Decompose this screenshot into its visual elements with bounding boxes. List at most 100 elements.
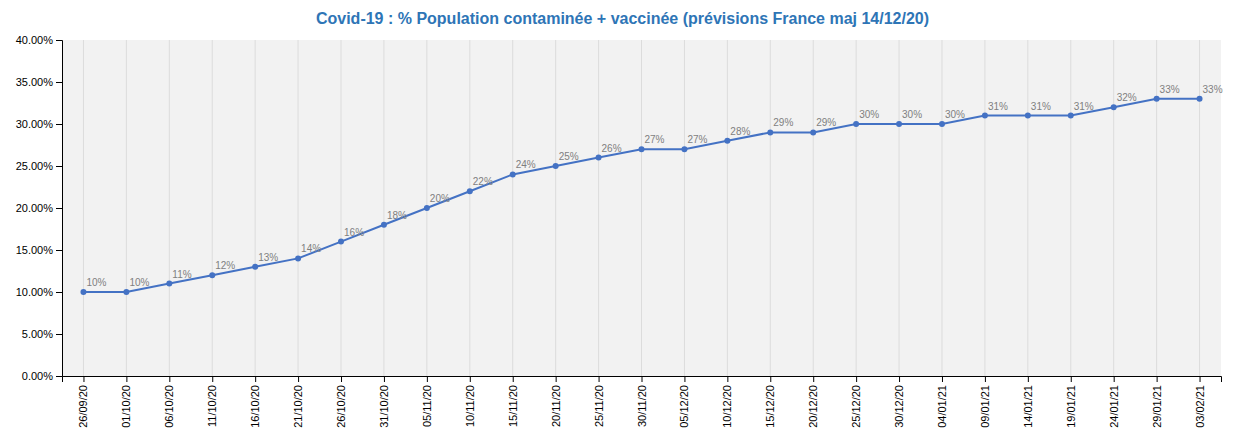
point <box>810 129 816 135</box>
tick: 01/10/20 <box>120 376 132 428</box>
grid-line <box>641 40 642 376</box>
tick: 15/11/20 <box>507 376 519 427</box>
title: Covid-19 : % Population contaminée + vac… <box>316 10 929 27</box>
tick: 04/01/21 <box>936 376 948 428</box>
tick: 16/10/20 <box>249 376 261 428</box>
data-label: 28% <box>730 126 750 137</box>
data-labels: 10%10%11%12%13%14%16%18%20%22%24%25%26%2… <box>86 84 1222 288</box>
grid-line <box>298 40 299 376</box>
tick-label: 29/01/21 <box>1151 385 1163 428</box>
grid-line <box>770 40 771 376</box>
tick-label: 10/12/20 <box>721 385 733 428</box>
data-label: 29% <box>816 117 836 128</box>
tick: 15.00% <box>16 244 62 256</box>
grid-line <box>383 40 384 376</box>
grid-line <box>899 40 900 376</box>
marks <box>80 96 1202 295</box>
tick-label: 25/11/20 <box>593 385 605 427</box>
tick: 15/12/20 <box>764 376 776 428</box>
grid-line <box>469 40 470 376</box>
tick-mark <box>126 376 127 382</box>
chart: Covid-19 : % Population contaminée + vac… <box>0 0 1245 442</box>
tick: 20/12/20 <box>807 376 819 428</box>
point <box>166 281 172 287</box>
tick: 30/12/20 <box>893 376 905 428</box>
data-label: 18% <box>387 210 407 221</box>
data-label: 13% <box>258 252 278 263</box>
tick-mark <box>1028 376 1029 382</box>
tick: 29/01/21 <box>1151 376 1163 428</box>
tick-mark <box>255 376 256 382</box>
grid-line <box>126 40 127 376</box>
tick: 30/11/20 <box>636 376 648 427</box>
tick-label: 04/01/21 <box>936 385 948 428</box>
tick: 14/01/21 <box>1022 376 1034 428</box>
point <box>1197 96 1203 102</box>
point <box>553 163 559 169</box>
grid-line <box>1113 40 1114 376</box>
tick: 10/12/20 <box>721 376 733 428</box>
tick-mark <box>56 124 62 125</box>
tick-label: 11/10/20 <box>206 385 218 427</box>
axis-domain <box>63 377 1222 383</box>
tick-label: 15/11/20 <box>507 385 519 427</box>
tick-label: 21/10/20 <box>292 385 304 428</box>
tick-label: 19/01/21 <box>1065 385 1077 428</box>
grid-line <box>941 40 942 376</box>
grid-line <box>255 40 256 376</box>
tick-label: 20/11/20 <box>550 385 562 427</box>
tick-label: 09/01/21 <box>979 385 991 428</box>
grid-line <box>555 40 556 376</box>
tick-label: 25.00% <box>16 160 54 172</box>
tick: 25.00% <box>16 160 62 172</box>
tick-label: 25/12/20 <box>850 385 862 428</box>
grid-line <box>1070 40 1071 376</box>
tick-mark <box>298 376 299 382</box>
tick-mark <box>56 208 62 209</box>
data-label: 31% <box>988 101 1008 112</box>
grid-line <box>1027 40 1028 376</box>
tick-mark <box>1157 376 1158 382</box>
tick: 26/10/20 <box>335 376 347 428</box>
point <box>209 272 215 278</box>
tick-mark <box>556 376 557 382</box>
tick-mark <box>727 376 728 382</box>
tick: 10/11/20 <box>464 376 476 427</box>
tick-mark <box>684 376 685 382</box>
grid-line <box>1156 40 1157 376</box>
tick-mark <box>56 82 62 83</box>
tick: 06/10/20 <box>163 376 175 428</box>
tick-mark <box>513 376 514 382</box>
data-label: 10% <box>86 277 106 288</box>
tick-label: 10/11/20 <box>464 385 476 427</box>
grid <box>83 40 1199 376</box>
data-label: 30% <box>859 109 879 120</box>
line <box>83 99 1199 292</box>
data-label: 31% <box>1074 101 1094 112</box>
point <box>1154 96 1160 102</box>
tick: 05/11/20 <box>421 376 433 427</box>
point <box>338 239 344 245</box>
point <box>80 289 86 295</box>
x-axis: 26/09/2001/10/2006/10/2011/10/2016/10/20… <box>63 376 1222 428</box>
tick-mark <box>599 376 600 382</box>
point <box>1025 113 1031 119</box>
tick-mark <box>1071 376 1072 382</box>
tick-label: 26/10/20 <box>335 385 347 428</box>
grid-line <box>212 40 213 376</box>
tick-mark <box>1200 376 1201 382</box>
tick-mark <box>770 376 771 382</box>
tick-label: 40.00% <box>16 34 54 46</box>
tick: 31/10/20 <box>378 376 390 428</box>
tick: 25/11/20 <box>593 376 605 427</box>
tick-mark <box>642 376 643 382</box>
tick: 10.00% <box>16 286 62 298</box>
point <box>252 264 258 270</box>
tick-label: 0.00% <box>22 370 53 382</box>
data-label: 16% <box>344 227 364 238</box>
data-label: 26% <box>602 143 622 154</box>
tick: 20.00% <box>16 202 62 214</box>
point <box>639 146 645 152</box>
tick: 35.00% <box>16 76 62 88</box>
tick-label: 05/12/20 <box>678 385 690 428</box>
